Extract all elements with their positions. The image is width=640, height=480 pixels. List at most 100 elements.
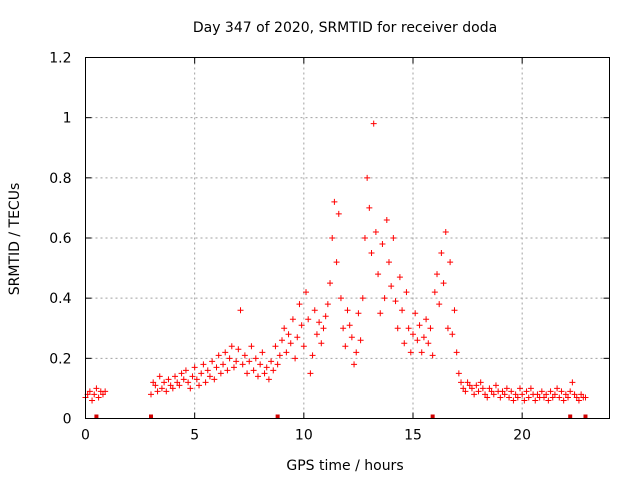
data-point	[86, 388, 93, 395]
data-point	[174, 379, 181, 386]
data-point	[270, 367, 277, 374]
data-point	[466, 382, 473, 389]
data-point	[327, 280, 334, 287]
data-point	[501, 391, 508, 398]
data-point	[471, 391, 478, 398]
data-point	[488, 388, 495, 395]
data-point	[333, 259, 340, 266]
data-point	[477, 379, 484, 386]
data-point	[514, 394, 521, 401]
data-point	[385, 259, 392, 266]
data-point	[254, 373, 261, 380]
data-point	[337, 295, 344, 302]
data-point	[281, 325, 288, 332]
data-point	[388, 283, 395, 290]
data-point	[438, 250, 445, 257]
data-point	[538, 388, 545, 395]
data-point	[521, 397, 528, 404]
data-point	[287, 340, 294, 347]
data-point	[569, 379, 576, 386]
data-point	[248, 343, 255, 350]
data-point	[565, 394, 572, 401]
data-point	[320, 325, 327, 332]
data-point	[263, 364, 270, 371]
data-point	[401, 340, 408, 347]
data-point	[298, 322, 305, 329]
data-point	[316, 319, 323, 326]
data-point	[292, 355, 299, 362]
gap-marker	[430, 414, 435, 419]
data-point	[152, 382, 159, 389]
data-point	[276, 352, 283, 359]
data-point	[274, 361, 281, 368]
data-point	[200, 361, 207, 368]
data-point	[436, 301, 443, 308]
y-tick-label: 0.4	[49, 291, 71, 307]
data-point	[379, 241, 386, 248]
data-point	[554, 385, 561, 392]
data-point	[204, 367, 211, 374]
data-point	[486, 385, 493, 392]
data-point	[161, 379, 168, 386]
data-point	[355, 310, 362, 317]
x-tick-label: 5	[190, 428, 199, 444]
data-point	[558, 388, 565, 395]
data-point	[259, 349, 266, 356]
data-point	[178, 370, 185, 377]
data-point	[154, 388, 161, 395]
data-point	[359, 295, 366, 302]
data-point	[479, 385, 486, 392]
data-point	[279, 337, 285, 344]
data-point	[202, 379, 209, 386]
data-point	[217, 370, 224, 377]
data-point	[458, 379, 465, 386]
data-point	[399, 307, 406, 314]
data-point	[182, 367, 189, 374]
x-axis-label: GPS time / hours	[286, 458, 403, 474]
data-point	[156, 373, 163, 380]
data-point	[405, 325, 412, 332]
y-tick-label: 1.2	[49, 51, 71, 67]
y-axis-label: SRMTID / TECUs	[7, 183, 23, 296]
data-point	[215, 352, 222, 359]
data-point	[525, 394, 532, 401]
data-point	[257, 361, 264, 368]
data-point	[547, 388, 554, 395]
data-point	[506, 394, 513, 401]
data-point	[482, 391, 489, 398]
data-point	[447, 259, 454, 266]
data-point	[412, 310, 419, 317]
data-point	[300, 343, 307, 350]
y-tick-label: 0	[63, 412, 72, 428]
data-point	[309, 352, 316, 359]
data-point	[423, 316, 430, 323]
data-point	[464, 379, 471, 386]
data-point	[449, 331, 456, 338]
data-point	[95, 394, 102, 401]
data-point	[425, 340, 432, 347]
data-point	[233, 358, 240, 365]
data-point	[313, 331, 320, 338]
data-point	[444, 325, 451, 332]
data-point	[575, 397, 582, 404]
data-point	[512, 391, 519, 398]
data-point	[346, 322, 353, 329]
data-point	[99, 391, 106, 398]
data-point	[191, 364, 198, 371]
gap-marker	[583, 414, 588, 419]
data-point	[516, 385, 523, 392]
data-point	[534, 391, 541, 398]
data-point	[169, 385, 176, 392]
data-point	[582, 394, 589, 401]
data-point	[163, 388, 170, 395]
data-point	[285, 331, 292, 338]
data-point	[318, 340, 325, 347]
data-point	[213, 364, 220, 371]
data-point	[224, 367, 231, 374]
data-point	[462, 388, 469, 395]
data-point	[235, 346, 242, 353]
data-point	[198, 370, 205, 377]
data-point	[172, 373, 179, 380]
data-point	[560, 397, 567, 404]
data-point	[348, 334, 355, 341]
